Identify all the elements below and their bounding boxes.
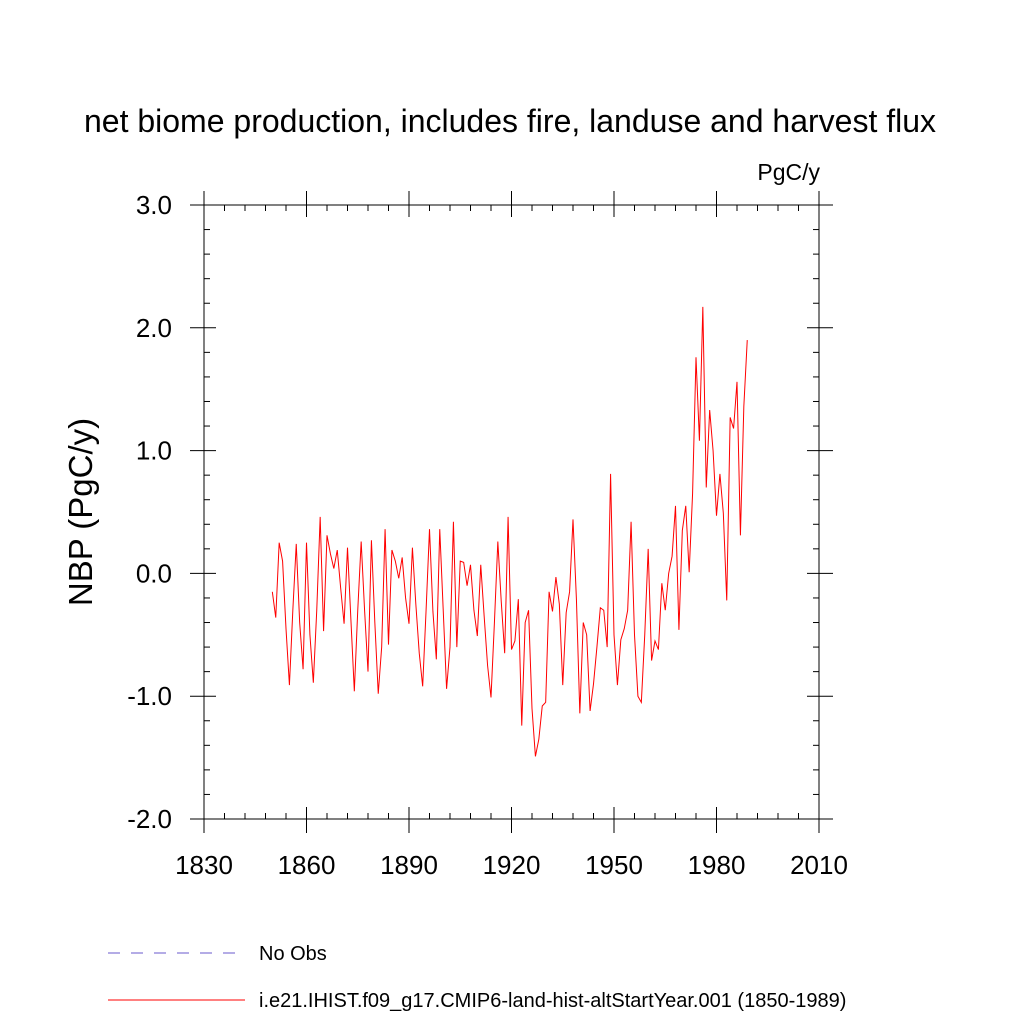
x-tick-label: 1950 [585,850,643,880]
x-tick-label: 1890 [380,850,438,880]
chart-title: net biome production, includes fire, lan… [84,103,936,139]
y-tick-label: -2.0 [127,804,172,834]
x-tick-label: 2010 [790,850,848,880]
series-layer [271,306,748,757]
x-tick-label: 1980 [688,850,746,880]
y-tick-label: 2.0 [136,313,172,343]
units-label: PgC/y [757,159,820,185]
legend-label-no-obs: No Obs [259,943,327,965]
y-tick-label: 1.0 [136,436,172,466]
y-axis-label: NBP (PgC/y) [62,418,99,606]
plot-frame [203,204,820,820]
tick-labels: 1830 1860 1890 1920 1950 1980 2010 -2.0 -1.0 0.0 1… [127,190,848,880]
legend: No Obs i.e21.IHIST.f09_g17.CMIP6-land-hi… [108,943,846,1012]
x-tick-label: 1830 [175,850,233,880]
y-tick-label: 3.0 [136,190,172,220]
series-line-1 [271,306,748,757]
x-tick-label: 1920 [483,850,541,880]
x-tick-label: 1860 [278,850,336,880]
axis-ticks [190,191,833,833]
legend-label-model: i.e21.IHIST.f09_g17.CMIP6-land-hist-altS… [259,990,846,1012]
y-tick-label: -1.0 [127,681,172,711]
y-tick-label: 0.0 [136,558,172,588]
